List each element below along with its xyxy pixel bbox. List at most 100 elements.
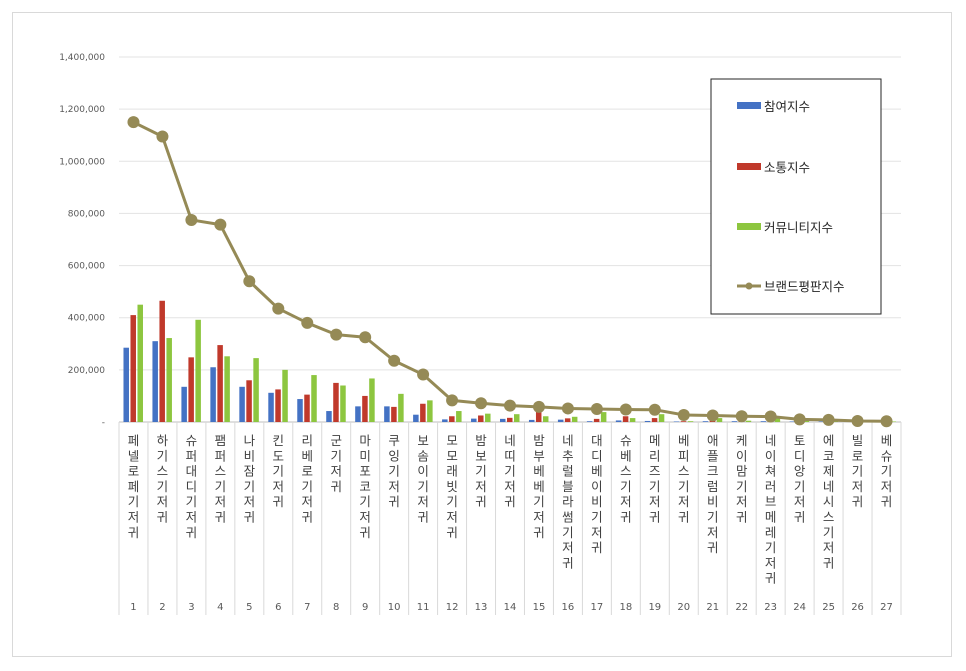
bar-참여지수 <box>557 419 564 422</box>
bar-소통지수 <box>680 421 687 422</box>
rank-label: 12 <box>446 602 459 613</box>
bar-참여지수 <box>442 419 448 422</box>
bar-커뮤니티지수 <box>340 385 346 422</box>
point-브랜드평판지수 <box>359 331 372 344</box>
bar-소통지수 <box>420 403 426 422</box>
bar-참여지수 <box>644 420 651 422</box>
bar-소통지수 <box>246 380 252 422</box>
point-브랜드평판지수 <box>793 413 806 426</box>
bar-커뮤니티지수 <box>803 420 810 422</box>
y-tick-label: 600,000 <box>68 262 105 272</box>
bar-소통지수 <box>391 406 397 422</box>
bar-참여지수 <box>760 421 767 422</box>
rank-label: 8 <box>333 602 339 613</box>
bar-소통지수 <box>362 395 368 422</box>
legend-swatch <box>737 223 761 230</box>
rank-label: 11 <box>417 602 430 613</box>
bar-커뮤니티지수 <box>571 416 578 422</box>
bar-커뮤니티지수 <box>514 414 520 422</box>
bar-커뮤니티지수 <box>485 413 491 422</box>
bar-소통지수 <box>130 315 136 422</box>
bar-소통지수 <box>622 416 629 422</box>
point-브랜드평판지수 <box>330 328 343 341</box>
bar-커뮤니티지수 <box>253 358 259 422</box>
rank-label: 19 <box>648 602 661 613</box>
rank-label: 2 <box>159 602 165 613</box>
point-브랜드평판지수 <box>388 354 401 367</box>
bar-커뮤니티지수 <box>369 378 375 422</box>
point-브랜드평판지수 <box>214 218 227 231</box>
rank-label: 15 <box>533 602 546 613</box>
rank-label: 26 <box>851 602 864 613</box>
point-브랜드평판지수 <box>764 410 777 423</box>
point-브랜드평판지수 <box>590 402 603 415</box>
point-브랜드평판지수 <box>677 408 690 421</box>
legend-label: 커뮤니티지수 <box>764 220 833 235</box>
bar-소통지수 <box>507 417 513 422</box>
bar-소통지수 <box>593 418 600 422</box>
point-브랜드평판지수 <box>822 413 835 426</box>
rank-label: 23 <box>764 602 777 613</box>
point-브랜드평판지수 <box>272 302 285 315</box>
legend-box <box>710 78 882 315</box>
bar-커뮤니티지수 <box>137 304 143 422</box>
legend-swatch <box>737 102 761 109</box>
bar-참여지수 <box>731 421 738 422</box>
bar-소통지수 <box>217 345 223 422</box>
bar-커뮤니티지수 <box>687 421 694 422</box>
rank-label: 22 <box>735 602 748 613</box>
point-브랜드평판지수 <box>504 399 516 412</box>
bar-참여지수 <box>355 406 361 422</box>
rank-label: 9 <box>362 602 368 613</box>
y-tick-label: 400,000 <box>68 314 105 324</box>
bar-소통지수 <box>564 418 571 422</box>
bar-참여지수 <box>326 411 332 422</box>
bar-참여지수 <box>268 392 274 422</box>
rank-label: 24 <box>793 602 806 613</box>
bar-참여지수 <box>586 421 593 422</box>
bar-참여지수 <box>818 421 825 422</box>
legend-label: 참여지수 <box>764 99 810 114</box>
bar-참여지수 <box>615 420 622 422</box>
bar-소통지수 <box>478 415 484 422</box>
bar-커뮤니티지수 <box>311 375 317 422</box>
rank-label: 21 <box>706 602 719 613</box>
point-브랜드평판지수 <box>417 368 430 381</box>
bar-참여지수 <box>789 421 796 422</box>
bar-소통지수 <box>651 418 658 422</box>
y-tick-label: - <box>102 418 105 428</box>
rank-label: 18 <box>619 602 632 613</box>
y-tick-label: 800,000 <box>68 209 105 219</box>
bar-커뮤니티지수 <box>774 418 781 422</box>
legend-label: 브랜드평판지수 <box>764 279 845 294</box>
bar-참여지수 <box>384 406 390 422</box>
bar-참여지수 <box>210 367 216 422</box>
bar-커뮤니티지수 <box>166 338 172 422</box>
rank-label: 7 <box>304 602 310 613</box>
point-브랜드평판지수 <box>880 415 893 428</box>
point-브랜드평판지수 <box>532 400 545 413</box>
rank-label: 4 <box>217 602 223 613</box>
point-브랜드평판지수 <box>735 410 748 423</box>
bar-커뮤니티지수 <box>658 414 665 422</box>
y-tick-label: 200,000 <box>68 366 105 376</box>
bar-참여지수 <box>297 399 303 422</box>
